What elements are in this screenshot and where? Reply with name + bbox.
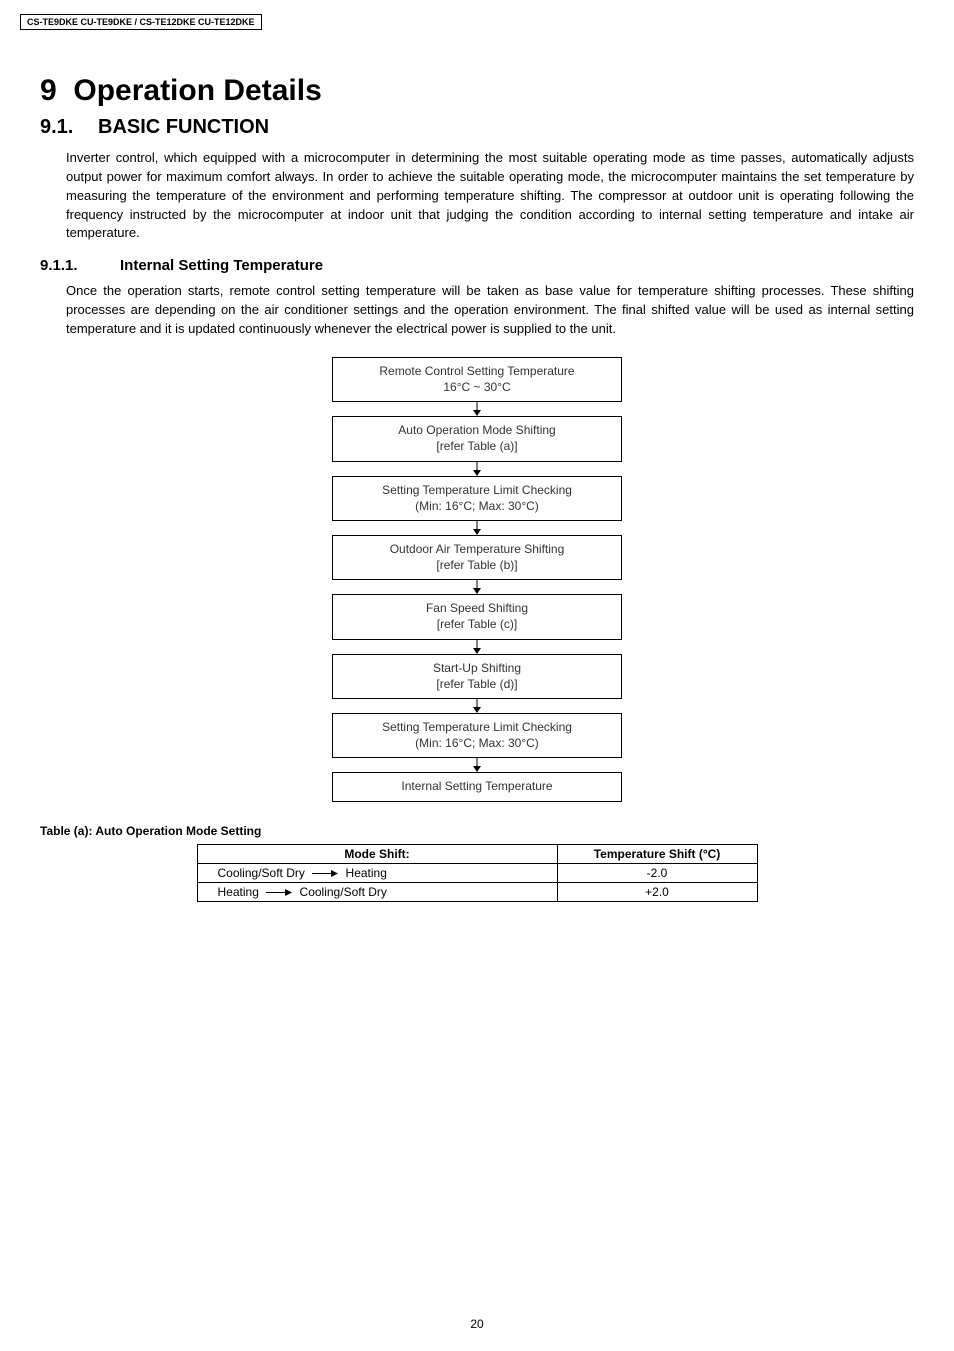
page-content: 9 Operation Details 9.1.BASIC FUNCTION I… [0, 30, 954, 902]
subsection-paragraph: Once the operation starts, remote contro… [66, 282, 914, 339]
page-number: 20 [0, 1317, 954, 1331]
section-title: BASIC FUNCTION [98, 116, 269, 138]
flow-step-line2: [refer Table (b)] [436, 558, 517, 572]
table-cell-shift: -2.0 [557, 863, 757, 882]
down-arrow-icon [471, 402, 483, 416]
flow-step: Outdoor Air Temperature Shifting [refer T… [332, 535, 622, 580]
section-heading: 9.1.BASIC FUNCTION [40, 116, 914, 139]
chapter-title: Operation Details [73, 74, 321, 107]
flow-arrow [332, 640, 622, 654]
flow-arrow [332, 462, 622, 476]
flow-step-line1: Setting Temperature Limit Checking [382, 483, 572, 497]
flow-step-line1: Outdoor Air Temperature Shifting [390, 542, 565, 556]
flow-step-line2: (Min: 16°C; Max: 30°C) [415, 499, 539, 513]
model-header: CS-TE9DKE CU-TE9DKE / CS-TE12DKE CU-TE12… [20, 14, 262, 30]
table-header-cell: Mode Shift: [197, 844, 557, 863]
table-a: Mode Shift:Temperature Shift (°C)Cooling… [197, 844, 758, 902]
table-row: Cooling/Soft Dry Heating-2.0 [197, 863, 757, 882]
flow-step-line2: (Min: 16°C; Max: 30°C) [415, 736, 539, 750]
table-header-row: Mode Shift:Temperature Shift (°C) [197, 844, 757, 863]
flow-step: Setting Temperature Limit Checking (Min: … [332, 476, 622, 521]
subsection-number: 9.1.1. [40, 257, 120, 274]
table-cell-mode: Cooling/Soft Dry Heating [197, 863, 557, 882]
table-row: Heating Cooling/Soft Dry+2.0 [197, 882, 757, 901]
flow-arrow [332, 521, 622, 535]
flow-arrow [332, 402, 622, 416]
flow-step-line2: [refer Table (a)] [436, 439, 517, 453]
down-arrow-icon [471, 699, 483, 713]
down-arrow-icon [471, 640, 483, 654]
right-arrow-icon [266, 888, 292, 897]
table-cell-mode: Heating Cooling/Soft Dry [197, 882, 557, 901]
chapter-number: 9 [40, 74, 57, 107]
flowchart: Remote Control Setting Temperature 16°C ~… [332, 357, 622, 802]
flow-step-line1: Internal Setting Temperature [401, 779, 552, 793]
flow-step-line1: Remote Control Setting Temperature [379, 364, 574, 378]
flow-arrow [332, 758, 622, 772]
down-arrow-icon [471, 758, 483, 772]
flow-step-line2: [refer Table (d)] [436, 677, 517, 691]
flow-step: Internal Setting Temperature [332, 772, 622, 801]
table-a-caption: Table (a): Auto Operation Mode Setting [40, 824, 914, 838]
table-header-cell: Temperature Shift (°C) [557, 844, 757, 863]
right-arrow-icon [312, 869, 338, 878]
down-arrow-icon [471, 580, 483, 594]
flow-step-line1: Auto Operation Mode Shifting [398, 423, 555, 437]
flow-step: Remote Control Setting Temperature 16°C ~… [332, 357, 622, 402]
subsection-title: Internal Setting Temperature [120, 257, 323, 274]
flow-step-line2: [refer Table (c)] [437, 617, 517, 631]
flow-arrow [332, 580, 622, 594]
down-arrow-icon [471, 521, 483, 535]
flow-step: Auto Operation Mode Shifting [refer Table… [332, 416, 622, 461]
flow-step-line1: Fan Speed Shifting [426, 601, 528, 615]
flow-step-line1: Start-Up Shifting [433, 661, 521, 675]
table-cell-shift: +2.0 [557, 882, 757, 901]
down-arrow-icon [471, 462, 483, 476]
section-number: 9.1. [40, 116, 98, 139]
section-paragraph: Inverter control, which equipped with a … [66, 149, 914, 243]
flow-step-line1: Setting Temperature Limit Checking [382, 720, 572, 734]
flow-step: Setting Temperature Limit Checking (Min: … [332, 713, 622, 758]
subsection-heading: 9.1.1.Internal Setting Temperature [40, 257, 914, 274]
flow-step: Fan Speed Shifting [refer Table (c)] [332, 594, 622, 639]
flow-step-line2: 16°C ~ 30°C [443, 380, 510, 394]
flow-step: Start-Up Shifting [refer Table (d)] [332, 654, 622, 699]
chapter-heading: 9 Operation Details [40, 74, 914, 108]
flow-arrow [332, 699, 622, 713]
